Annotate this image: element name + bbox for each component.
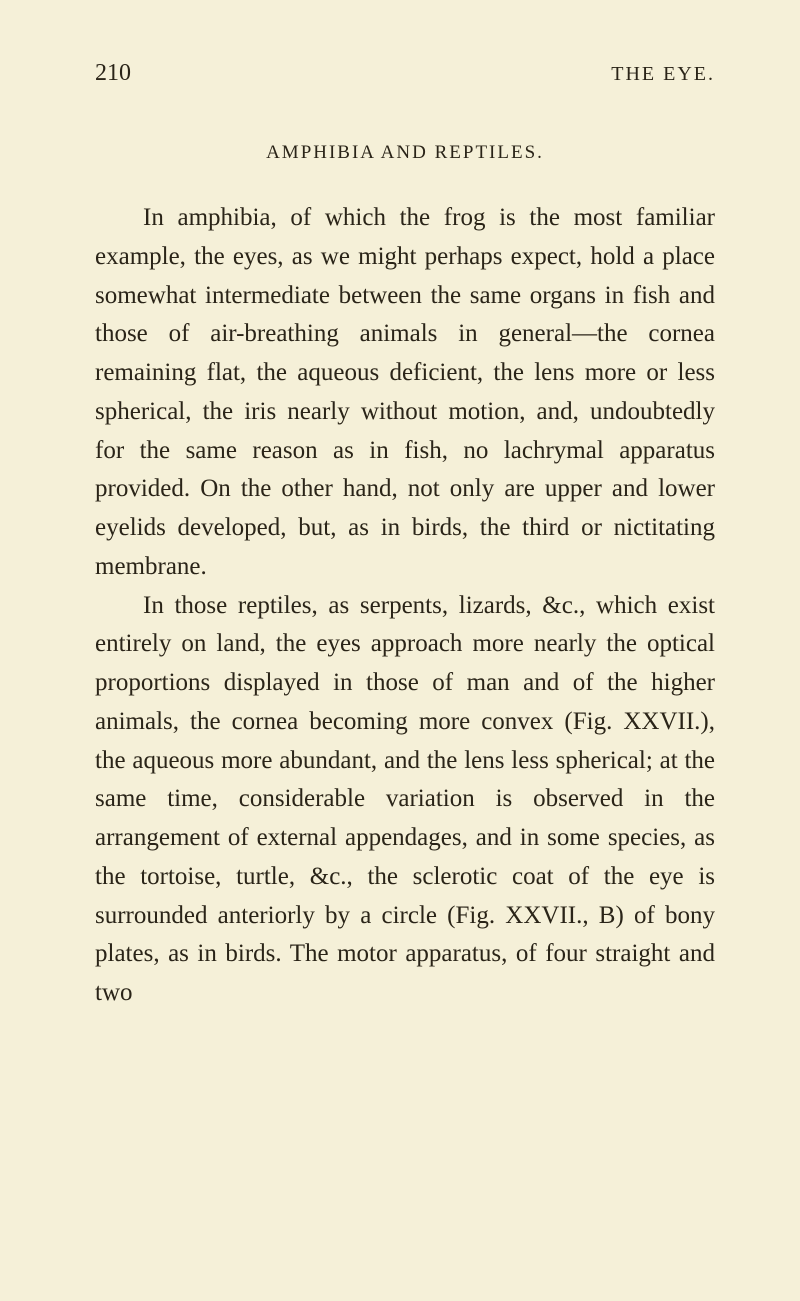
paragraph-1: In amphibia, of which the frog is the mo…: [95, 199, 715, 587]
paragraph-2: In those reptiles, as serpents, lizards,…: [95, 587, 715, 1013]
page-number: 210: [95, 60, 131, 87]
page-header: 210 THE EYE.: [95, 60, 715, 87]
running-title: THE EYE.: [611, 63, 715, 86]
page-container: 210 THE EYE. AMPHIBIA AND REPTILES. In a…: [0, 0, 800, 1073]
body-text: In amphibia, of which the frog is the mo…: [95, 199, 715, 1013]
section-title: AMPHIBIA AND REPTILES.: [95, 142, 715, 164]
